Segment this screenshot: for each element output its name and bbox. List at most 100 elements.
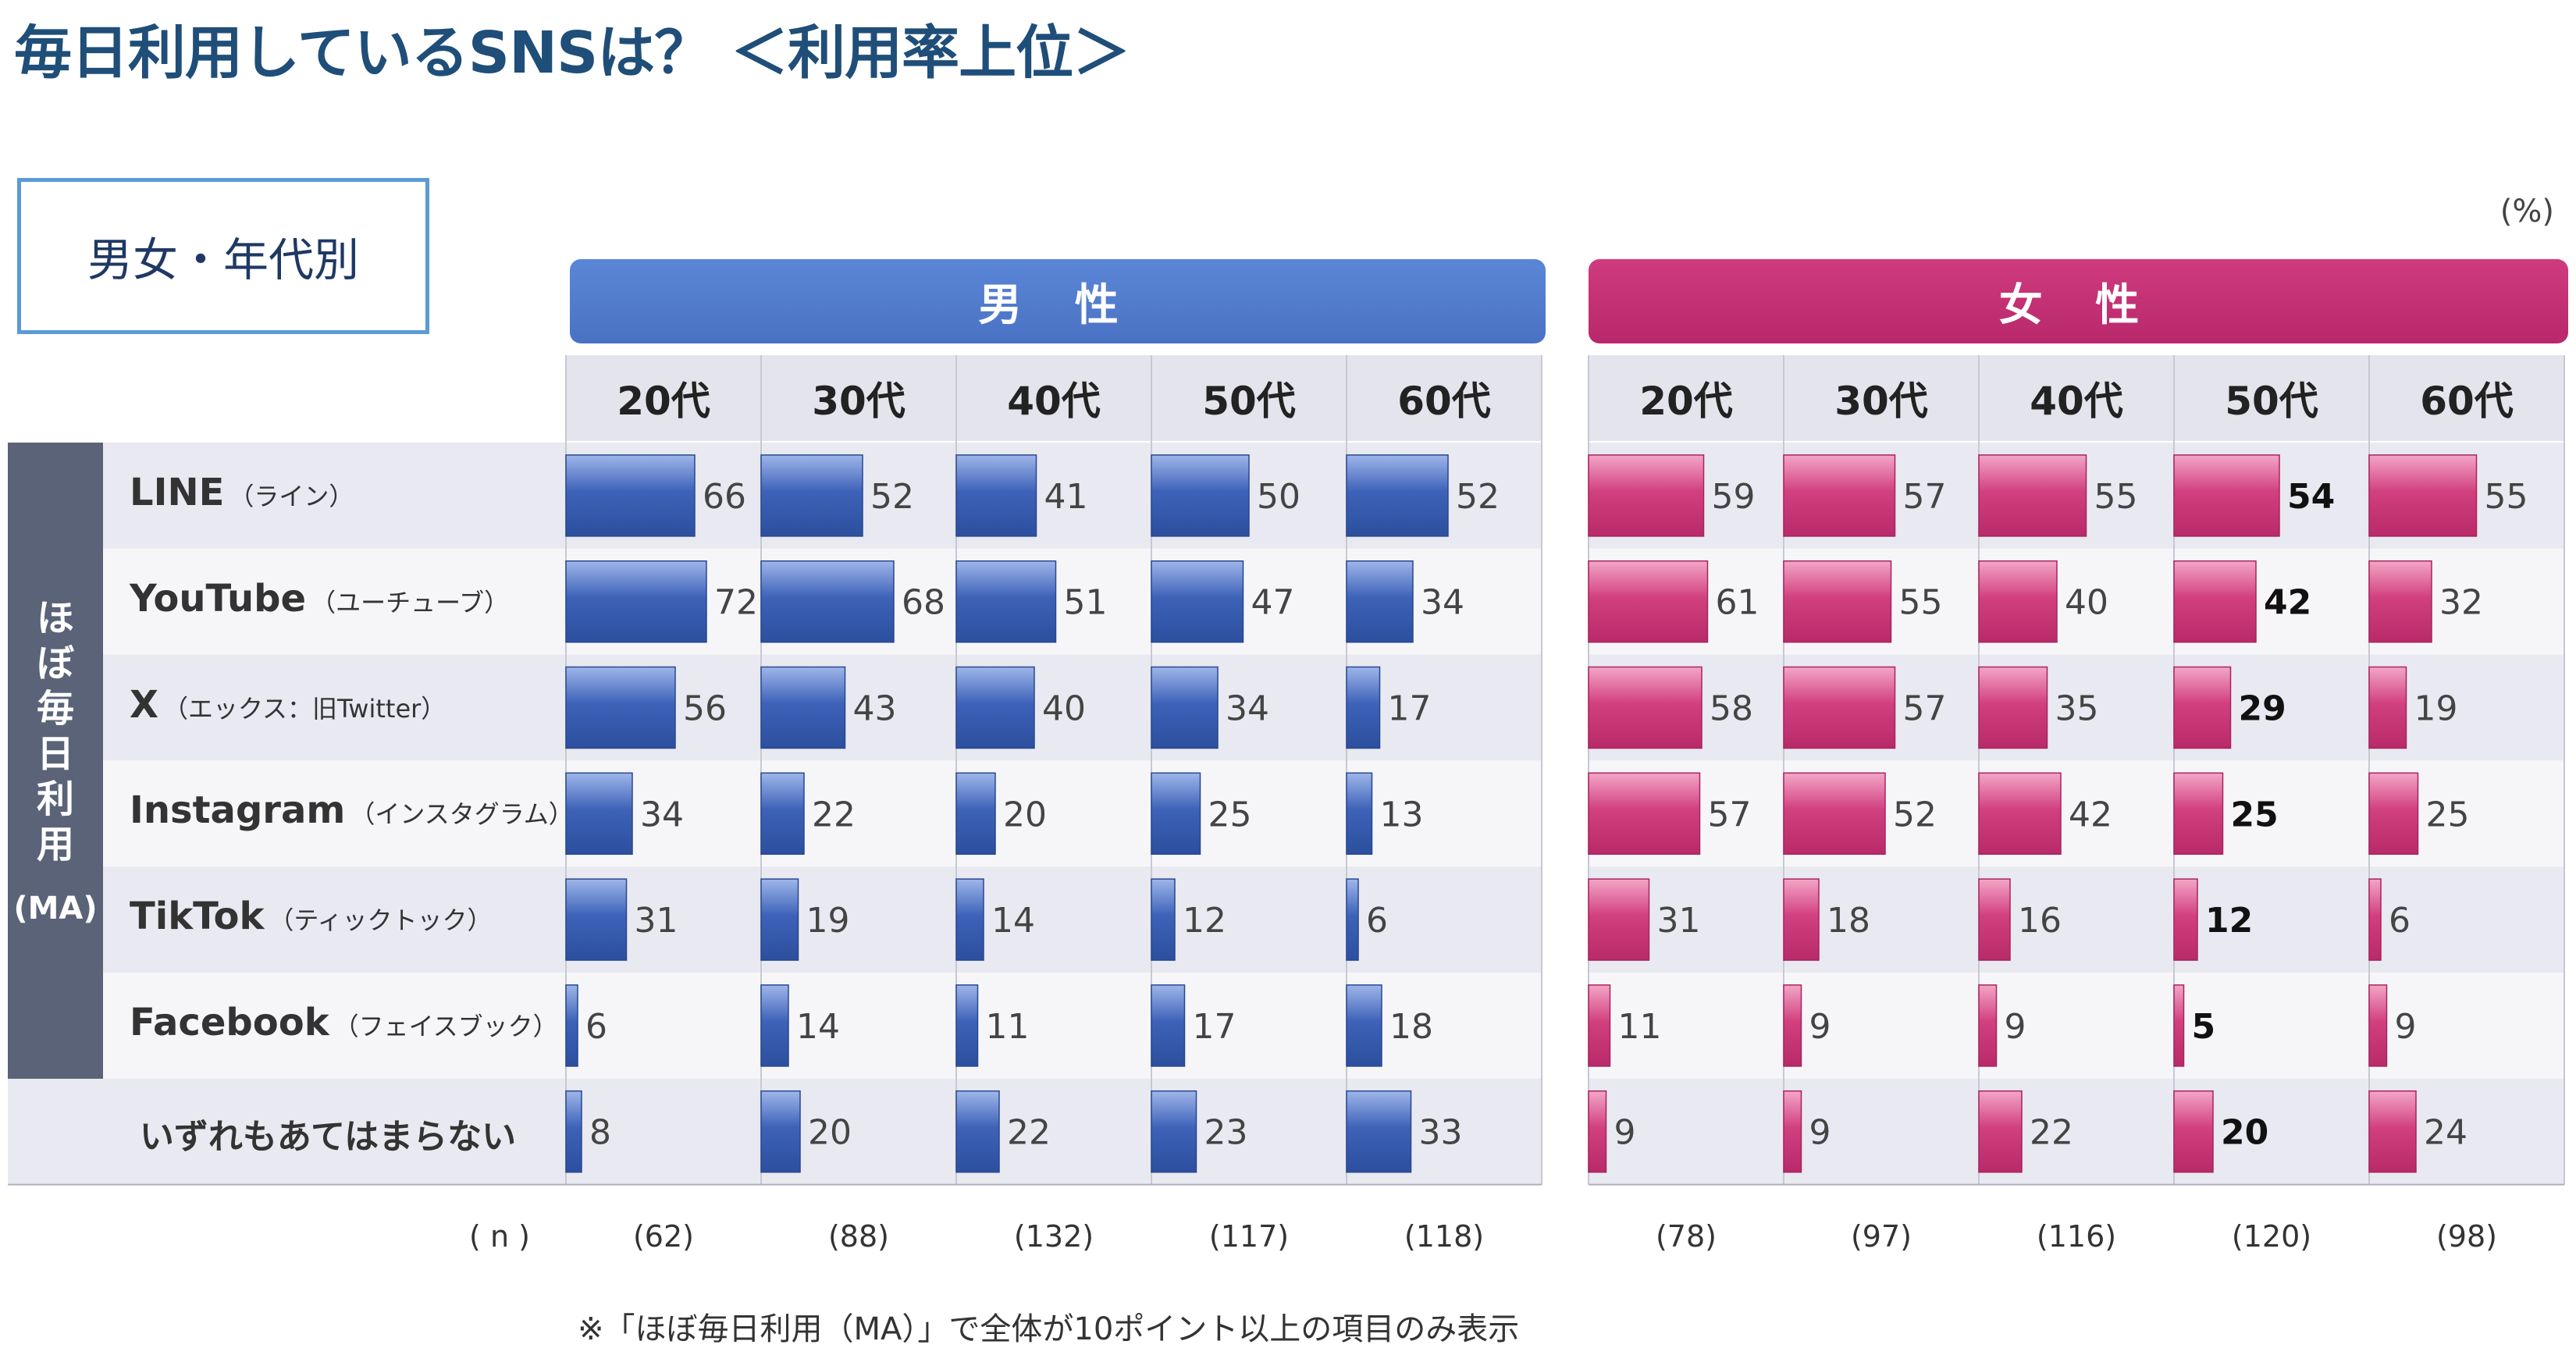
- bar: [565, 878, 628, 961]
- bar: [760, 454, 863, 537]
- value-label: 31: [1657, 901, 1701, 941]
- value-label: 40: [1042, 689, 1086, 729]
- row-band: [1589, 973, 2564, 1079]
- value-label: 47: [1251, 583, 1295, 623]
- age-header: 50代: [1202, 379, 1296, 424]
- row-label-name: YouTube: [130, 576, 307, 621]
- row-band: [103, 866, 1542, 973]
- bar: [2173, 454, 2280, 537]
- age-header-band: [566, 355, 1542, 441]
- bar: [1346, 772, 1373, 856]
- bar: [1346, 1090, 1412, 1173]
- bar: [760, 1090, 801, 1173]
- value-label: 19: [2414, 689, 2458, 729]
- value-label: 40: [2065, 583, 2108, 623]
- age-header: 60代: [2420, 379, 2514, 424]
- unit-label: (%): [2500, 194, 2554, 229]
- value-label: 52: [1456, 477, 1500, 517]
- value-label: 42: [2069, 795, 2112, 834]
- value-label: 34: [1226, 689, 1269, 729]
- bar: [1151, 878, 1176, 961]
- bar: [565, 666, 676, 749]
- value-label: 18: [1389, 1007, 1433, 1047]
- value-label: 72: [714, 583, 758, 623]
- row-label: X （エックス：旧Twitter）: [130, 683, 446, 727]
- row-label-sub: （エックス：旧Twitter）: [163, 693, 447, 724]
- bar: [1588, 772, 1701, 856]
- bar: [565, 772, 633, 856]
- value-label: 23: [1204, 1113, 1248, 1153]
- bar: [2368, 560, 2432, 643]
- row-band: [1589, 866, 2564, 973]
- bar: [1783, 772, 1886, 856]
- value-label: 59: [1712, 477, 1756, 517]
- age-header-band: [1589, 355, 2564, 441]
- bar: [1783, 1090, 1802, 1173]
- row-label: Instagram （インスタグラム）: [130, 788, 574, 832]
- bar: [1151, 560, 1244, 643]
- bar: [955, 772, 996, 856]
- bar: [1346, 878, 1359, 961]
- bar: [1588, 560, 1709, 643]
- value-label: 17: [1388, 689, 1432, 729]
- bar: [760, 560, 895, 643]
- segment-label-box: 男女・年代別: [17, 178, 429, 334]
- row-label-sub: （ライン）: [229, 481, 354, 511]
- value-label: 52: [1893, 795, 1937, 834]
- value-label: 25: [2426, 795, 2470, 834]
- bar: [1783, 560, 1892, 643]
- age-header: 50代: [2225, 379, 2318, 424]
- bar: [2368, 454, 2478, 537]
- bar: [1978, 772, 2062, 856]
- bar: [955, 1090, 1000, 1173]
- value-label: 50: [1257, 477, 1300, 517]
- bar: [1151, 454, 1250, 537]
- n-value: (97): [1850, 1219, 1912, 1254]
- value-label: 11: [1618, 1007, 1662, 1047]
- bar: [1588, 666, 1703, 749]
- value-label: 6: [2389, 901, 2411, 941]
- value-label: 20: [808, 1113, 852, 1153]
- value-label: 57: [1708, 795, 1752, 834]
- side-label-ma: (MA): [13, 890, 98, 927]
- value-label: 19: [806, 901, 850, 941]
- bar: [760, 984, 789, 1067]
- age-header: 20代: [1639, 379, 1733, 424]
- bar: [955, 560, 1057, 643]
- n-value: (117): [1208, 1219, 1290, 1254]
- row-band: [103, 1078, 1542, 1185]
- row-label-name: TikTok: [130, 895, 265, 939]
- row-label-name: LINE: [130, 470, 225, 514]
- bar: [955, 878, 984, 961]
- value-label: 6: [585, 1007, 607, 1047]
- bar: [1346, 454, 1449, 537]
- row-label-sub: （ユーチューブ）: [311, 587, 510, 617]
- value-label: 33: [1419, 1113, 1463, 1153]
- bar: [2368, 1090, 2417, 1173]
- value-label: 58: [1710, 689, 1753, 729]
- bar: [760, 878, 799, 961]
- n-value: (120): [2231, 1219, 2312, 1254]
- value-label: 35: [2055, 689, 2099, 729]
- bar: [760, 666, 846, 749]
- value-label: 41: [1044, 477, 1088, 517]
- value-label: 32: [2439, 583, 2483, 623]
- value-label: 25: [2231, 795, 2279, 834]
- side-label-vertical: ほぼ毎日利用: [36, 596, 74, 866]
- value-label: 8: [589, 1113, 611, 1153]
- bar: [1978, 560, 2058, 643]
- bar: [565, 560, 707, 643]
- bar: [1588, 454, 1705, 537]
- bar: [2173, 878, 2198, 961]
- bar: [1151, 984, 1186, 1067]
- value-label: 31: [635, 901, 678, 941]
- bar: [1346, 984, 1382, 1067]
- footnote: ※「ほぼ毎日利用（MA）」で全体が10ポイント以上の項目のみ表示: [578, 1311, 1520, 1347]
- bar: [760, 772, 805, 856]
- n-value: (62): [632, 1219, 694, 1254]
- row-label-sub: （ティックトック）: [269, 905, 493, 936]
- value-label: 11: [986, 1007, 1030, 1047]
- n-value: (118): [1404, 1219, 1485, 1254]
- value-label: 34: [640, 795, 684, 834]
